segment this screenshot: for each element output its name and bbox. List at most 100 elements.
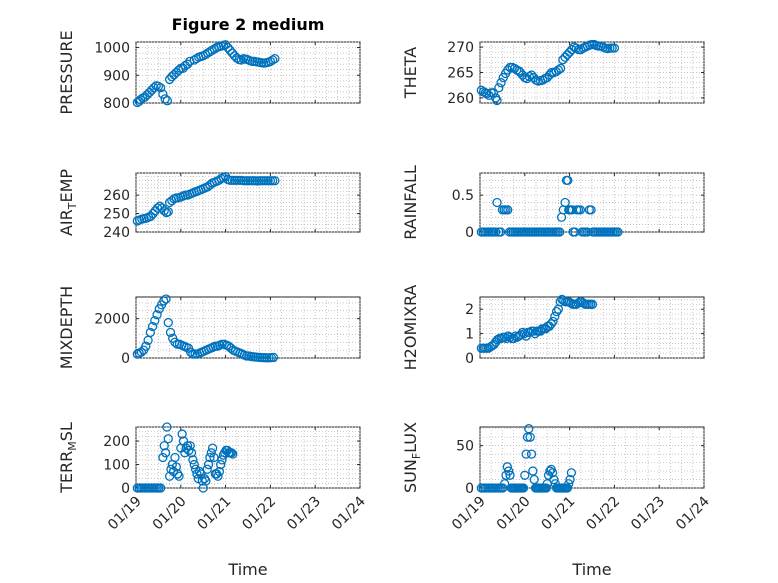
x-tick-label: 01/21	[539, 494, 579, 534]
x-tick-label: 01/19	[105, 494, 145, 534]
data-point-2	[136, 347, 147, 357]
x-tick-label: 01/22	[583, 494, 623, 534]
data-point-15	[502, 462, 512, 472]
subplot-4: 0 0.5 RAINFALL	[401, 165, 705, 241]
data-point-23	[170, 452, 180, 463]
data-point-60	[562, 483, 573, 493]
y-axis-label-7: TERRMSL	[57, 422, 79, 494]
subplot-5: 0 2000 MIXDEPTH	[57, 286, 361, 369]
subplot-7: 01/19 01/20 01/21 01/22 01/23 01/24 0 100 200 TER…	[57, 422, 369, 579]
data-point-6	[145, 327, 155, 338]
x-tick-label: 01/24	[329, 493, 369, 533]
data-point-47	[545, 466, 555, 476]
data-point-32	[182, 441, 193, 451]
x-tick-label: 01/20	[494, 494, 534, 534]
data-point-12	[158, 89, 168, 99]
data-point-13	[503, 65, 513, 75]
y-tick-label: 0.5	[452, 188, 474, 204]
x-tick-label: 01/23	[628, 494, 668, 534]
data-point-37	[555, 63, 566, 74]
data-point-12	[159, 296, 169, 306]
data-point-18	[163, 434, 173, 444]
data-point-41	[225, 45, 235, 55]
data-point-46	[236, 55, 246, 65]
data-point-49	[547, 468, 558, 478]
data-point-49	[563, 175, 573, 186]
data-point-61	[609, 43, 620, 53]
data-point-17	[505, 470, 515, 480]
data-point-39	[192, 469, 202, 479]
data-point-79	[613, 227, 623, 237]
data-point-51	[207, 443, 218, 453]
data-point-37	[189, 459, 199, 470]
data-point-61	[564, 479, 574, 489]
y-axis-label-5: MIXDEPTH	[57, 286, 76, 369]
data-point-12	[159, 206, 169, 216]
data-point-3	[482, 89, 492, 99]
data-point-50	[206, 448, 216, 458]
subplot-1: 800 900 1000 PRESSURE Figure 2 medium	[57, 15, 361, 115]
data-point-14	[162, 96, 173, 106]
data-point-14	[158, 452, 168, 463]
data-point-33	[184, 445, 194, 456]
data-point-40	[223, 42, 233, 53]
data-point-16	[504, 466, 514, 476]
data-point-39	[220, 40, 231, 50]
data-point-32	[525, 432, 535, 442]
subplot-6: 0 1 2 H2OMIXRA	[401, 285, 705, 370]
data-point-23	[182, 59, 193, 69]
y-axis-label-1: PRESSURE	[57, 30, 76, 114]
y-tick-label: 260	[447, 91, 474, 107]
data-point-33	[526, 449, 537, 459]
y-tick-label: 100	[103, 458, 130, 474]
data-point-42	[567, 44, 577, 55]
data-point-13	[161, 294, 171, 304]
data-point-44	[541, 483, 551, 493]
data-point-14	[163, 207, 173, 217]
data-point-52	[209, 452, 219, 463]
x-tick-label: 01/21	[195, 494, 235, 534]
x-tick-label: 01/24	[673, 493, 713, 533]
y-tick-label: 800	[103, 96, 130, 112]
data-point-28	[520, 470, 530, 480]
data-point-34	[528, 466, 538, 476]
y-tick-label: 200	[103, 434, 130, 450]
data-point-29	[521, 449, 531, 459]
data-point-62	[582, 227, 593, 237]
y-tick-label: 240	[103, 225, 130, 241]
data-point-25	[173, 469, 183, 479]
data-point-64	[586, 205, 596, 215]
data-point-50	[549, 474, 559, 485]
data-point-60	[267, 55, 278, 65]
data-point-8	[491, 227, 501, 237]
y-axis-label-4: RAINFALL	[401, 165, 420, 240]
data-point-20	[166, 464, 176, 474]
chart-title: Figure 2 medium	[172, 15, 325, 34]
y-tick-label: 50	[456, 439, 474, 455]
y-tick-label: 270	[447, 40, 474, 56]
data-point-55	[213, 471, 223, 481]
y-tick-label: 2000	[94, 312, 130, 328]
subplot-8: 01/19 01/20 01/21 01/22 01/23 01/24 0 50 SUNFLUX…	[401, 422, 713, 579]
data-point-65	[226, 448, 237, 458]
data-point-66	[228, 449, 238, 459]
data-point-6	[488, 88, 499, 98]
y-tick-label: 260	[103, 188, 130, 204]
x-axis-label: Time	[227, 560, 267, 579]
data-point-8	[150, 315, 160, 326]
data-point-19	[173, 65, 184, 75]
y-tick-label: 0	[121, 481, 130, 497]
data-point-36	[188, 455, 198, 465]
data-point-7	[148, 208, 158, 219]
data-point-13	[160, 94, 170, 104]
x-tick-label: 01/23	[284, 494, 324, 534]
data-point-62	[270, 176, 280, 186]
data-point-43	[197, 476, 207, 486]
data-point-28	[177, 429, 187, 439]
data-point-6	[146, 211, 156, 221]
x-axis-label: Time	[571, 560, 611, 579]
data-point-41	[550, 311, 560, 322]
x-tick-label: 01/22	[239, 494, 279, 534]
data-point-26	[174, 471, 184, 481]
